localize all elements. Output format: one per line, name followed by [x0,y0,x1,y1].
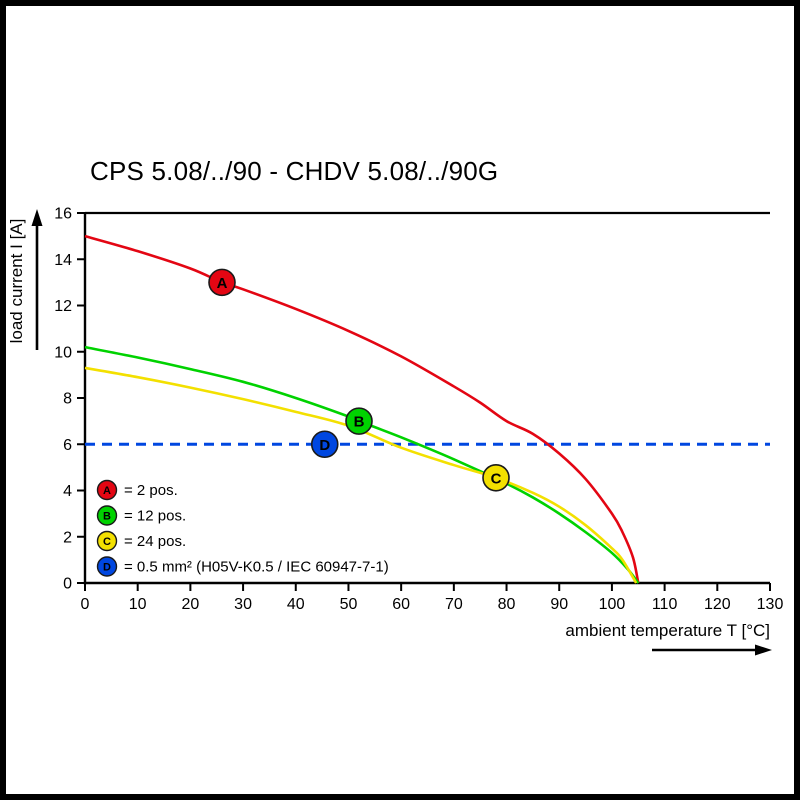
marker-letter-D: D [319,437,330,454]
marker-letter-A: A [217,275,228,292]
marker-D: D [310,430,339,459]
y-tick-label: 8 [63,391,72,408]
x-tick-label: 60 [392,596,410,613]
curve-C [84,366,638,584]
marker-letter-C: C [491,470,502,487]
marker-letter-B: B [354,414,365,431]
marker-C: C [482,463,510,492]
y-tick-label: 6 [63,437,72,454]
x-tick-label: 40 [287,596,305,613]
x-axis-label: ambient temperature T [°C] [565,621,770,640]
legend-swatch-A [96,479,118,501]
y-tick-label: 12 [54,298,72,315]
legend-item-B: B = 12 pos. [96,505,186,526]
y-axis-arrow-head [31,209,43,226]
x-tick-label: 110 [652,596,678,613]
y-tick-label: 0 [63,576,72,593]
legend-label-A: = 2 pos. [124,482,178,499]
y-tick-label: 4 [63,483,72,500]
y-tick-label: 2 [63,529,72,546]
legend-item-A: A = 2 pos. [96,479,178,501]
x-tick-label: 80 [498,596,516,613]
x-tick-label: 30 [234,596,252,613]
marker-B: B [345,407,373,435]
legend-item-C: C = 24 pos. [96,530,186,552]
legend-swatch-D [96,556,118,577]
chart-title: CPS 5.08/../90 - CHDV 5.08/../90G [90,156,499,186]
legend-letter-C: C [103,536,111,548]
curve-B [84,345,640,584]
legend-item-D: D = 0.5 mm² (H05V-K0.5 / IEC 60947-7-1) [96,556,389,577]
legend-label-D: = 0.5 mm² (H05V-K0.5 / IEC 60947-7-1) [124,559,389,576]
x-tick-label: 50 [340,596,358,613]
x-tick-label: 0 [81,596,90,613]
legend-letter-A: A [103,485,111,497]
x-axis-arrow-head [755,644,772,656]
x-tick-label: 20 [181,596,199,613]
y-tick-label: 16 [54,206,72,223]
legend-swatch-C [96,530,118,552]
legend-label-C: = 24 pos. [124,533,186,550]
x-tick-label: 90 [550,596,568,613]
legend-swatch-B [96,505,118,526]
legend-label-B: = 12 pos. [124,508,186,525]
x-tick-label: 120 [704,596,731,613]
legend-letter-B: B [103,511,111,523]
y-tick-label: 10 [54,344,72,361]
marker-A: A [208,268,236,297]
x-tick-label: 100 [599,596,626,613]
x-tick-label: 130 [757,596,784,613]
x-tick-label: 10 [129,596,147,613]
y-tick-label: 14 [54,252,72,269]
x-tick-label: 70 [445,596,463,613]
legend-letter-D: D [103,562,111,574]
